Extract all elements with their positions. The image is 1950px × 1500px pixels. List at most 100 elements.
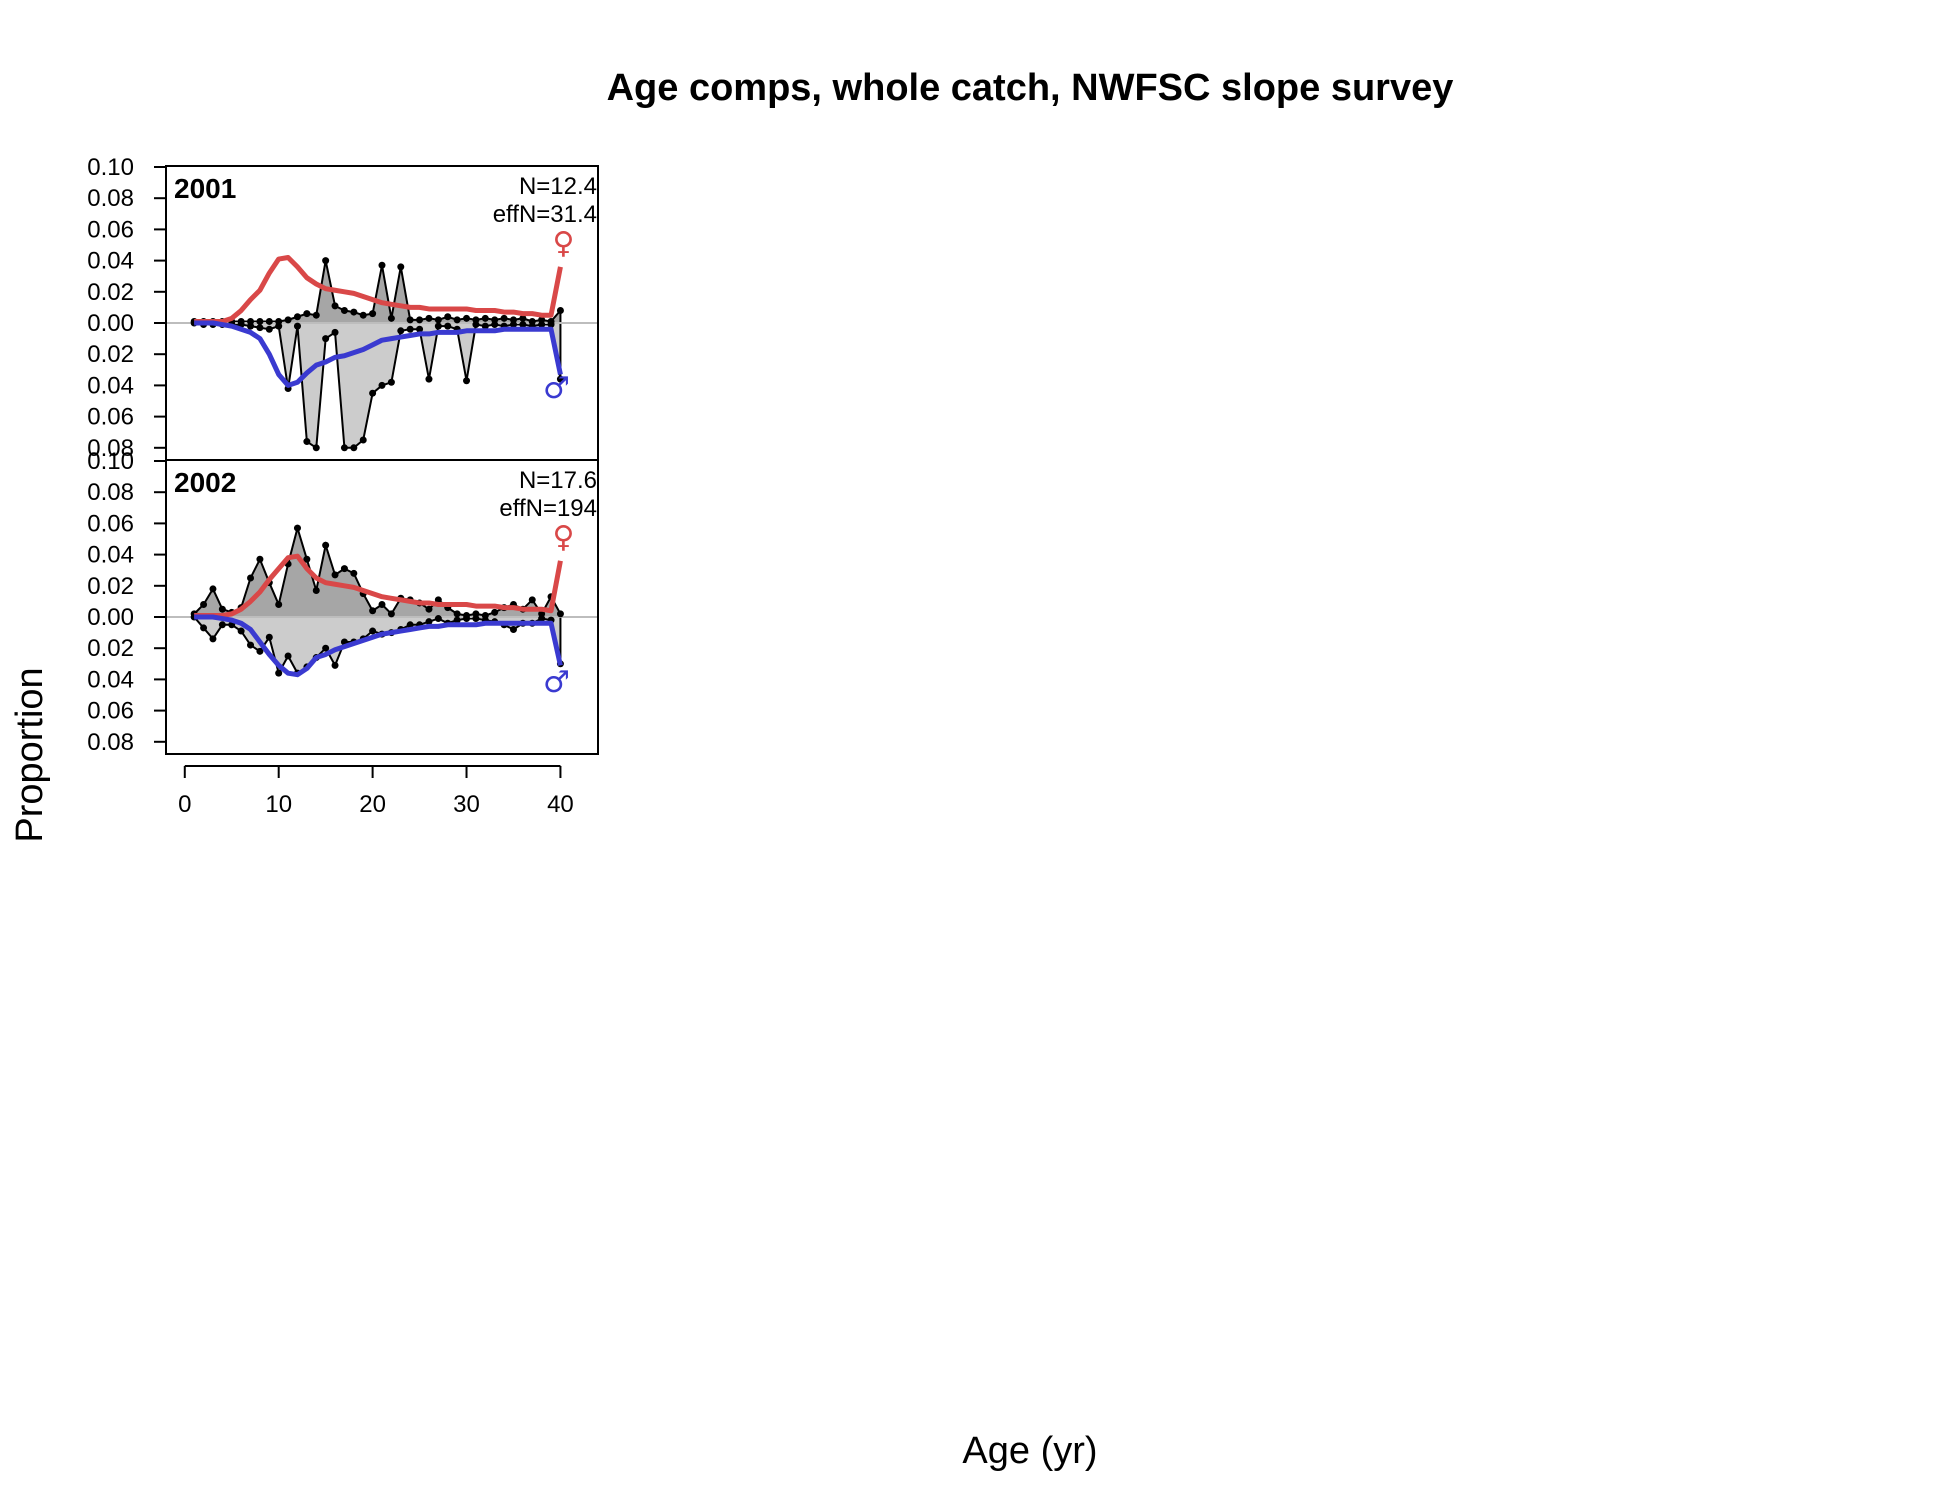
male-observed-point: [209, 635, 217, 643]
female-observed-point: [425, 314, 433, 322]
male-observed-point: [256, 324, 264, 332]
female-observed-point: [312, 586, 320, 594]
female-observed-point: [556, 610, 564, 618]
male-observed-point: [556, 375, 564, 383]
female-observed-point: [350, 569, 358, 577]
y-tick-label: 0.08: [87, 479, 134, 506]
panel-effn-label: effN=194: [499, 495, 597, 522]
female-observed-point: [331, 571, 339, 579]
male-observed-point: [463, 615, 471, 623]
female-observed-point: [491, 608, 499, 616]
y-tick-label: 0.06: [87, 216, 134, 243]
female-observed-point: [453, 610, 461, 618]
female-observed-point: [369, 310, 377, 318]
y-tick-label: 0.06: [87, 510, 134, 537]
female-expected-line: [194, 553, 563, 618]
female-observed-point: [209, 585, 217, 593]
x-axis-title: Age (yr): [962, 1430, 1097, 1472]
female-observed-point: [528, 596, 536, 604]
y-tick-label: 0.00: [87, 604, 134, 631]
female-observed-point: [500, 314, 508, 322]
female-observed-point: [425, 605, 433, 613]
male-observed-point: [538, 615, 546, 623]
male-observed-point: [369, 389, 377, 397]
female-observed-point: [434, 596, 442, 604]
x-tick-label: 0: [178, 791, 191, 818]
male-observed-point: [453, 616, 461, 624]
female-observed-point: [256, 317, 264, 325]
male-observed-point: [434, 322, 442, 330]
male-observed-point: [256, 647, 264, 655]
male-observed-point: [472, 615, 480, 623]
female-observed-point: [519, 314, 527, 322]
male-observed-point: [284, 652, 292, 660]
male-observed-point: [331, 328, 339, 336]
y-tick-label: 0.04: [87, 542, 134, 569]
panel-effn-label: effN=31.4: [493, 201, 597, 228]
male-observed-point: [434, 615, 442, 623]
female-observed-point: [463, 314, 471, 322]
male-observed-point: [472, 321, 480, 329]
male-expected-line: [194, 614, 563, 678]
female-observed-point: [406, 316, 414, 324]
y-tick-label: 0.00: [87, 310, 134, 337]
chart-title: Age comps, whole catch, NWFSC slope surv…: [607, 67, 1454, 109]
y-tick-label: 0.02: [87, 341, 134, 368]
male-observed-point: [265, 325, 273, 333]
y-tick-label: 0.08: [87, 185, 134, 212]
male-observed-point: [406, 325, 414, 333]
female-observed-point: [350, 308, 358, 316]
male-observed-point: [359, 436, 367, 444]
x-tick-label: 20: [359, 791, 386, 818]
y-tick-label: 0.08: [87, 729, 134, 756]
male-observed-point: [265, 633, 273, 641]
y-tick-label: 0.04: [87, 372, 134, 399]
female-observed-point: [387, 610, 395, 618]
male-observed-point: [312, 444, 320, 452]
y-tick-label: 0.06: [87, 404, 134, 431]
x-tick-label: 30: [453, 791, 480, 818]
male-observed-point: [247, 322, 255, 330]
female-observed-point: [378, 601, 386, 609]
panel-2002: ♀ ♂ 0.00 0.02 0.04 0.06 0.08 0.10 0.02 0.04 0.06 0.…: [87, 448, 599, 756]
male-observed-point: [406, 621, 414, 629]
male-observed-point: [322, 644, 330, 652]
female-observed-point: [369, 607, 377, 615]
panels-layer: ♀♂0.000.020.040.060.080.100.020.040.060.…: [87, 154, 599, 818]
female-expected-line: [194, 254, 563, 324]
y-axis-title: Proportion: [9, 667, 51, 842]
y-tick-label: 0.02: [87, 573, 134, 600]
male-observed-point: [509, 321, 517, 329]
male-observed-point: [275, 322, 283, 330]
female-observed-point: [265, 317, 273, 325]
male-observed-point: [425, 618, 433, 626]
female-observed-point: [303, 310, 311, 318]
female-observed-point: [293, 524, 301, 532]
male-observed-point: [293, 322, 301, 330]
y-tick-label: 0.02: [87, 279, 134, 306]
female-observed-point: [247, 574, 255, 582]
male-observed-point: [387, 378, 395, 386]
female-observed-point: [434, 316, 442, 324]
male-observed-point: [481, 322, 489, 330]
female-observed-point: [275, 601, 283, 609]
male-observed-point: [218, 621, 226, 629]
panel-n-label: N=17.6: [519, 467, 597, 494]
male-observed-point: [350, 444, 358, 452]
female-observed-point: [340, 307, 348, 315]
male-observed-point: [509, 625, 517, 633]
male-observed-point: [303, 438, 311, 446]
female-observed-point: [444, 313, 452, 321]
female-observed-point: [331, 302, 339, 310]
panel-frame: [165, 459, 599, 755]
male-observed-point: [322, 335, 330, 343]
female-observed-point: [303, 555, 311, 563]
panel-plot-area: [166, 254, 598, 452]
male-observed-point: [340, 444, 348, 452]
panel-2001: ♀ ♂ 0.00 0.02 0.04 0.06 0.08 0.10 0.02 0.04 0.06 0.…: [87, 154, 599, 462]
x-tick-label: 40: [547, 791, 574, 818]
male-observed-point: [444, 322, 452, 330]
male-observed-point: [237, 627, 245, 635]
female-symbol: ♀: [552, 226, 574, 261]
